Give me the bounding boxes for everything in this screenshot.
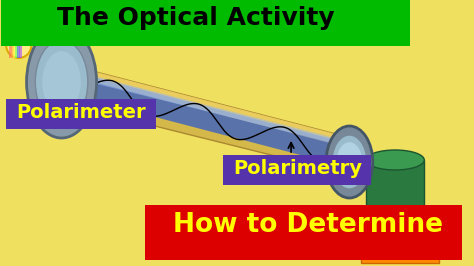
Polygon shape [35, 61, 349, 148]
FancyBboxPatch shape [13, 32, 16, 58]
FancyBboxPatch shape [223, 155, 371, 185]
Text: Polarimeter: Polarimeter [16, 102, 146, 122]
Polygon shape [40, 63, 346, 167]
Ellipse shape [332, 135, 367, 189]
Polygon shape [40, 63, 346, 146]
FancyBboxPatch shape [9, 32, 12, 58]
Polygon shape [30, 55, 351, 144]
Ellipse shape [42, 51, 81, 113]
Text: How to Determine: How to Determine [173, 212, 443, 238]
Ellipse shape [366, 210, 424, 230]
FancyBboxPatch shape [1, 0, 410, 46]
FancyBboxPatch shape [6, 99, 156, 129]
Circle shape [6, 32, 31, 58]
Polygon shape [30, 55, 351, 175]
Ellipse shape [337, 142, 362, 182]
FancyBboxPatch shape [361, 228, 439, 263]
Ellipse shape [27, 26, 97, 138]
FancyBboxPatch shape [19, 32, 22, 58]
FancyBboxPatch shape [15, 32, 18, 58]
Ellipse shape [35, 40, 88, 124]
Polygon shape [366, 160, 424, 220]
Ellipse shape [326, 126, 373, 198]
Text: The Optical Activity: The Optical Activity [57, 6, 335, 30]
Text: Polarimetry: Polarimetry [233, 159, 363, 177]
FancyBboxPatch shape [17, 32, 20, 58]
Ellipse shape [366, 150, 424, 170]
FancyBboxPatch shape [145, 205, 462, 260]
FancyBboxPatch shape [11, 32, 14, 58]
